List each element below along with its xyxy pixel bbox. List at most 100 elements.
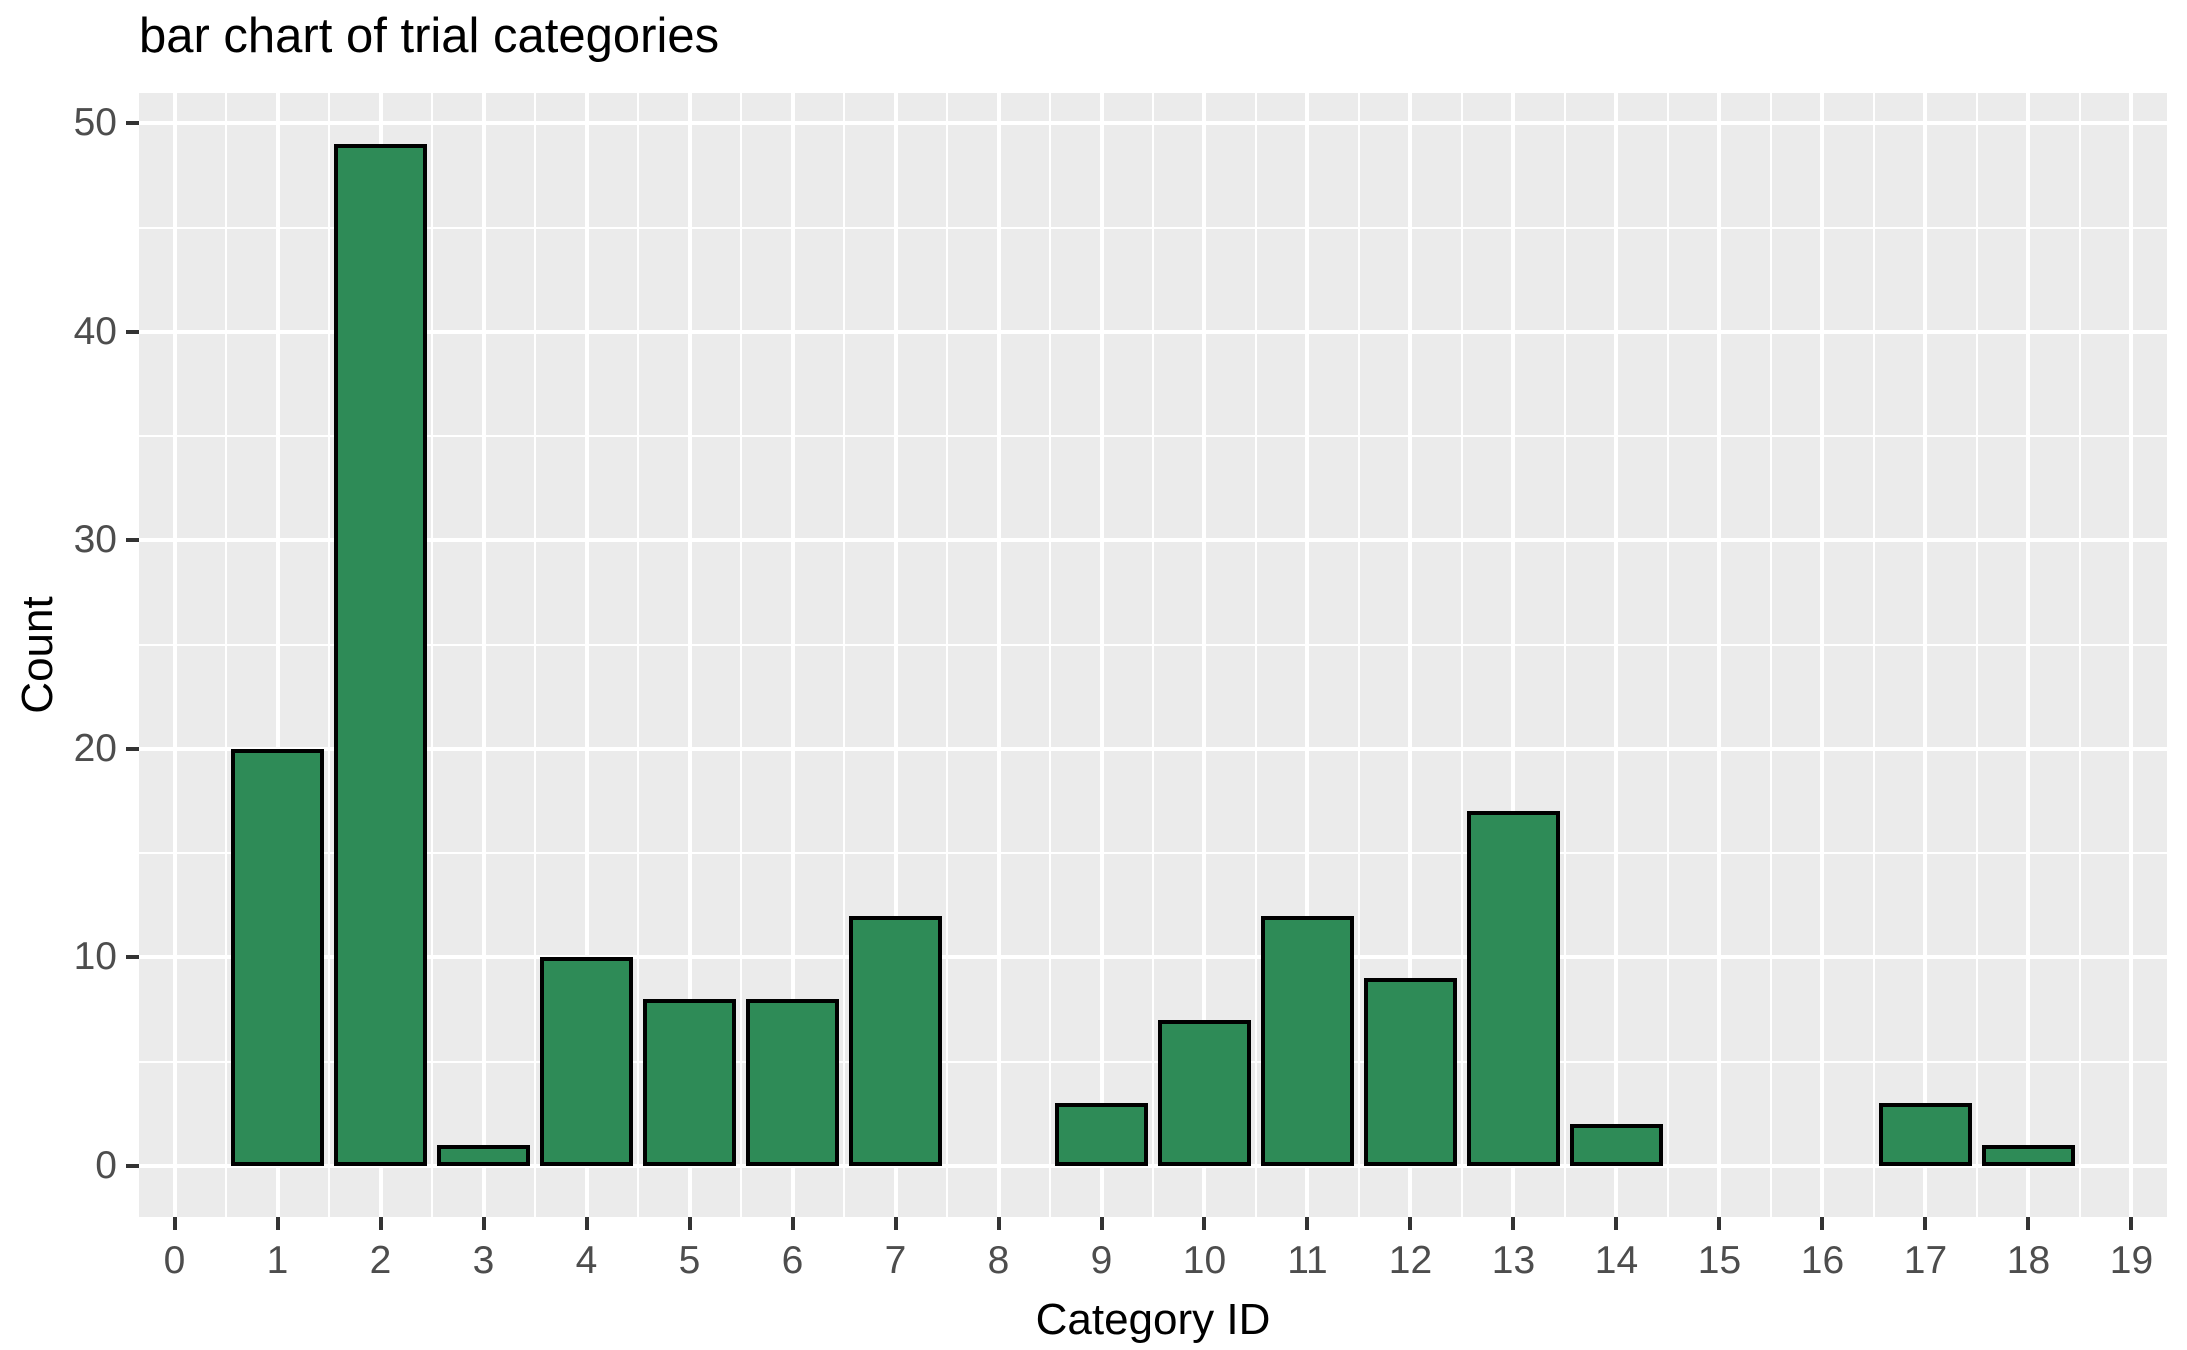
- x-tick-label: 19: [2109, 1239, 2154, 1282]
- minor-gridline-vertical: [1460, 93, 1463, 1217]
- bar-category-11: [1261, 915, 1354, 1166]
- major-gridline-vertical: [2026, 93, 2031, 1217]
- minor-gridline-horizontal: [139, 435, 2167, 438]
- x-tick-label: 8: [987, 1239, 1010, 1282]
- x-tick-label: 5: [678, 1239, 701, 1282]
- major-gridline-vertical: [790, 93, 795, 1217]
- y-tick-label: 40: [73, 309, 117, 353]
- major-gridline-horizontal: [139, 329, 2167, 334]
- major-gridline-vertical: [1820, 93, 1825, 1217]
- minor-gridline-vertical: [637, 93, 640, 1217]
- y-tick-mark: [126, 538, 139, 543]
- bar-category-12: [1364, 978, 1457, 1166]
- y-tick-mark: [126, 955, 139, 960]
- y-tick-mark: [126, 746, 139, 751]
- minor-gridline-vertical: [1666, 93, 1669, 1217]
- major-gridline-horizontal: [139, 746, 2167, 751]
- bar-category-14: [1570, 1124, 1663, 1166]
- y-tick-mark: [126, 329, 139, 334]
- y-tick-mark: [126, 1163, 139, 1168]
- x-tick-mark: [996, 1217, 1001, 1230]
- x-tick-mark: [172, 1217, 177, 1230]
- x-tick-mark: [1202, 1217, 1207, 1230]
- bar-category-7: [849, 915, 942, 1166]
- x-tick-mark: [481, 1217, 486, 1230]
- x-tick-mark: [1923, 1217, 1928, 1230]
- major-gridline-vertical: [1511, 93, 1516, 1217]
- minor-gridline-horizontal: [139, 226, 2167, 229]
- bar-category-10: [1158, 1019, 1251, 1166]
- x-tick-label: 12: [1388, 1239, 1433, 1282]
- major-gridline-horizontal: [139, 538, 2167, 543]
- minor-gridline-vertical: [946, 93, 948, 1217]
- minor-gridline-vertical: [1152, 93, 1154, 1217]
- minor-gridline-vertical: [740, 93, 742, 1217]
- minor-gridline-vertical: [1357, 93, 1360, 1217]
- major-gridline-vertical: [172, 93, 177, 1217]
- minor-gridline-horizontal: [139, 852, 2167, 855]
- x-tick-mark: [2129, 1217, 2134, 1230]
- minor-gridline-vertical: [534, 93, 537, 1217]
- y-axis-title: Count: [13, 596, 62, 714]
- y-tick-label: 20: [73, 726, 117, 770]
- x-tick-label: 16: [1800, 1239, 1845, 1282]
- major-gridline-horizontal: [139, 955, 2167, 960]
- minor-gridline-vertical: [843, 93, 845, 1217]
- minor-gridline-vertical: [1769, 93, 1772, 1217]
- x-tick-label: 13: [1491, 1239, 1536, 1282]
- x-tick-mark: [378, 1217, 383, 1230]
- minor-gridline-horizontal: [139, 643, 2167, 646]
- x-tick-label: 3: [472, 1239, 495, 1282]
- major-gridline-horizontal: [139, 121, 2167, 126]
- x-tick-mark: [1099, 1217, 1104, 1230]
- x-tick-mark: [687, 1217, 692, 1230]
- x-tick-label: 18: [2006, 1239, 2051, 1282]
- major-gridline-vertical: [2129, 93, 2134, 1217]
- bar-category-6: [746, 999, 839, 1166]
- x-tick-label: 14: [1594, 1239, 1639, 1282]
- bar-category-4: [540, 957, 633, 1166]
- minor-gridline-vertical: [1563, 93, 1566, 1217]
- major-gridline-vertical: [687, 93, 692, 1217]
- x-tick-label: 15: [1697, 1239, 1742, 1282]
- y-tick-label: 30: [73, 518, 117, 562]
- major-gridline-vertical: [1099, 93, 1104, 1217]
- x-tick-label: 10: [1182, 1239, 1227, 1282]
- y-tick-label: 10: [73, 935, 117, 979]
- minor-gridline-vertical: [225, 93, 228, 1217]
- major-gridline-horizontal: [139, 1163, 2167, 1168]
- x-tick-mark: [1511, 1217, 1516, 1230]
- x-tick-label: 0: [163, 1239, 186, 1282]
- bar-category-5: [643, 999, 736, 1166]
- x-tick-mark: [584, 1217, 589, 1230]
- major-gridline-vertical: [1923, 93, 1928, 1217]
- x-axis-title: Category ID: [1035, 1295, 1271, 1344]
- chart-title: bar chart of trial categories: [139, 9, 720, 63]
- minor-gridline-vertical: [1049, 93, 1051, 1217]
- major-gridline-vertical: [893, 93, 898, 1217]
- bar-category-13: [1467, 811, 1560, 1166]
- x-tick-mark: [893, 1217, 898, 1230]
- minor-gridline-vertical: [2078, 93, 2081, 1217]
- x-tick-mark: [275, 1217, 280, 1230]
- bar-category-3: [437, 1145, 530, 1166]
- plot-panel: [139, 93, 2167, 1217]
- x-tick-label: 17: [1903, 1239, 1948, 1282]
- x-tick-mark: [1820, 1217, 1825, 1230]
- minor-gridline-vertical: [328, 93, 331, 1217]
- major-gridline-vertical: [1408, 93, 1413, 1217]
- x-tick-mark: [2026, 1217, 2031, 1230]
- minor-gridline-horizontal: [139, 1060, 2167, 1063]
- x-tick-label: 4: [575, 1239, 598, 1282]
- major-gridline-vertical: [1614, 93, 1619, 1217]
- bar-category-1: [231, 748, 324, 1166]
- x-tick-label: 6: [781, 1239, 804, 1282]
- major-gridline-vertical: [275, 93, 280, 1217]
- major-gridline-vertical: [1202, 93, 1207, 1217]
- minor-gridline-vertical: [431, 93, 434, 1217]
- major-gridline-vertical: [996, 93, 1001, 1217]
- x-tick-label: 9: [1090, 1239, 1113, 1282]
- major-gridline-vertical: [1717, 93, 1722, 1217]
- bar-category-18: [1982, 1145, 2075, 1166]
